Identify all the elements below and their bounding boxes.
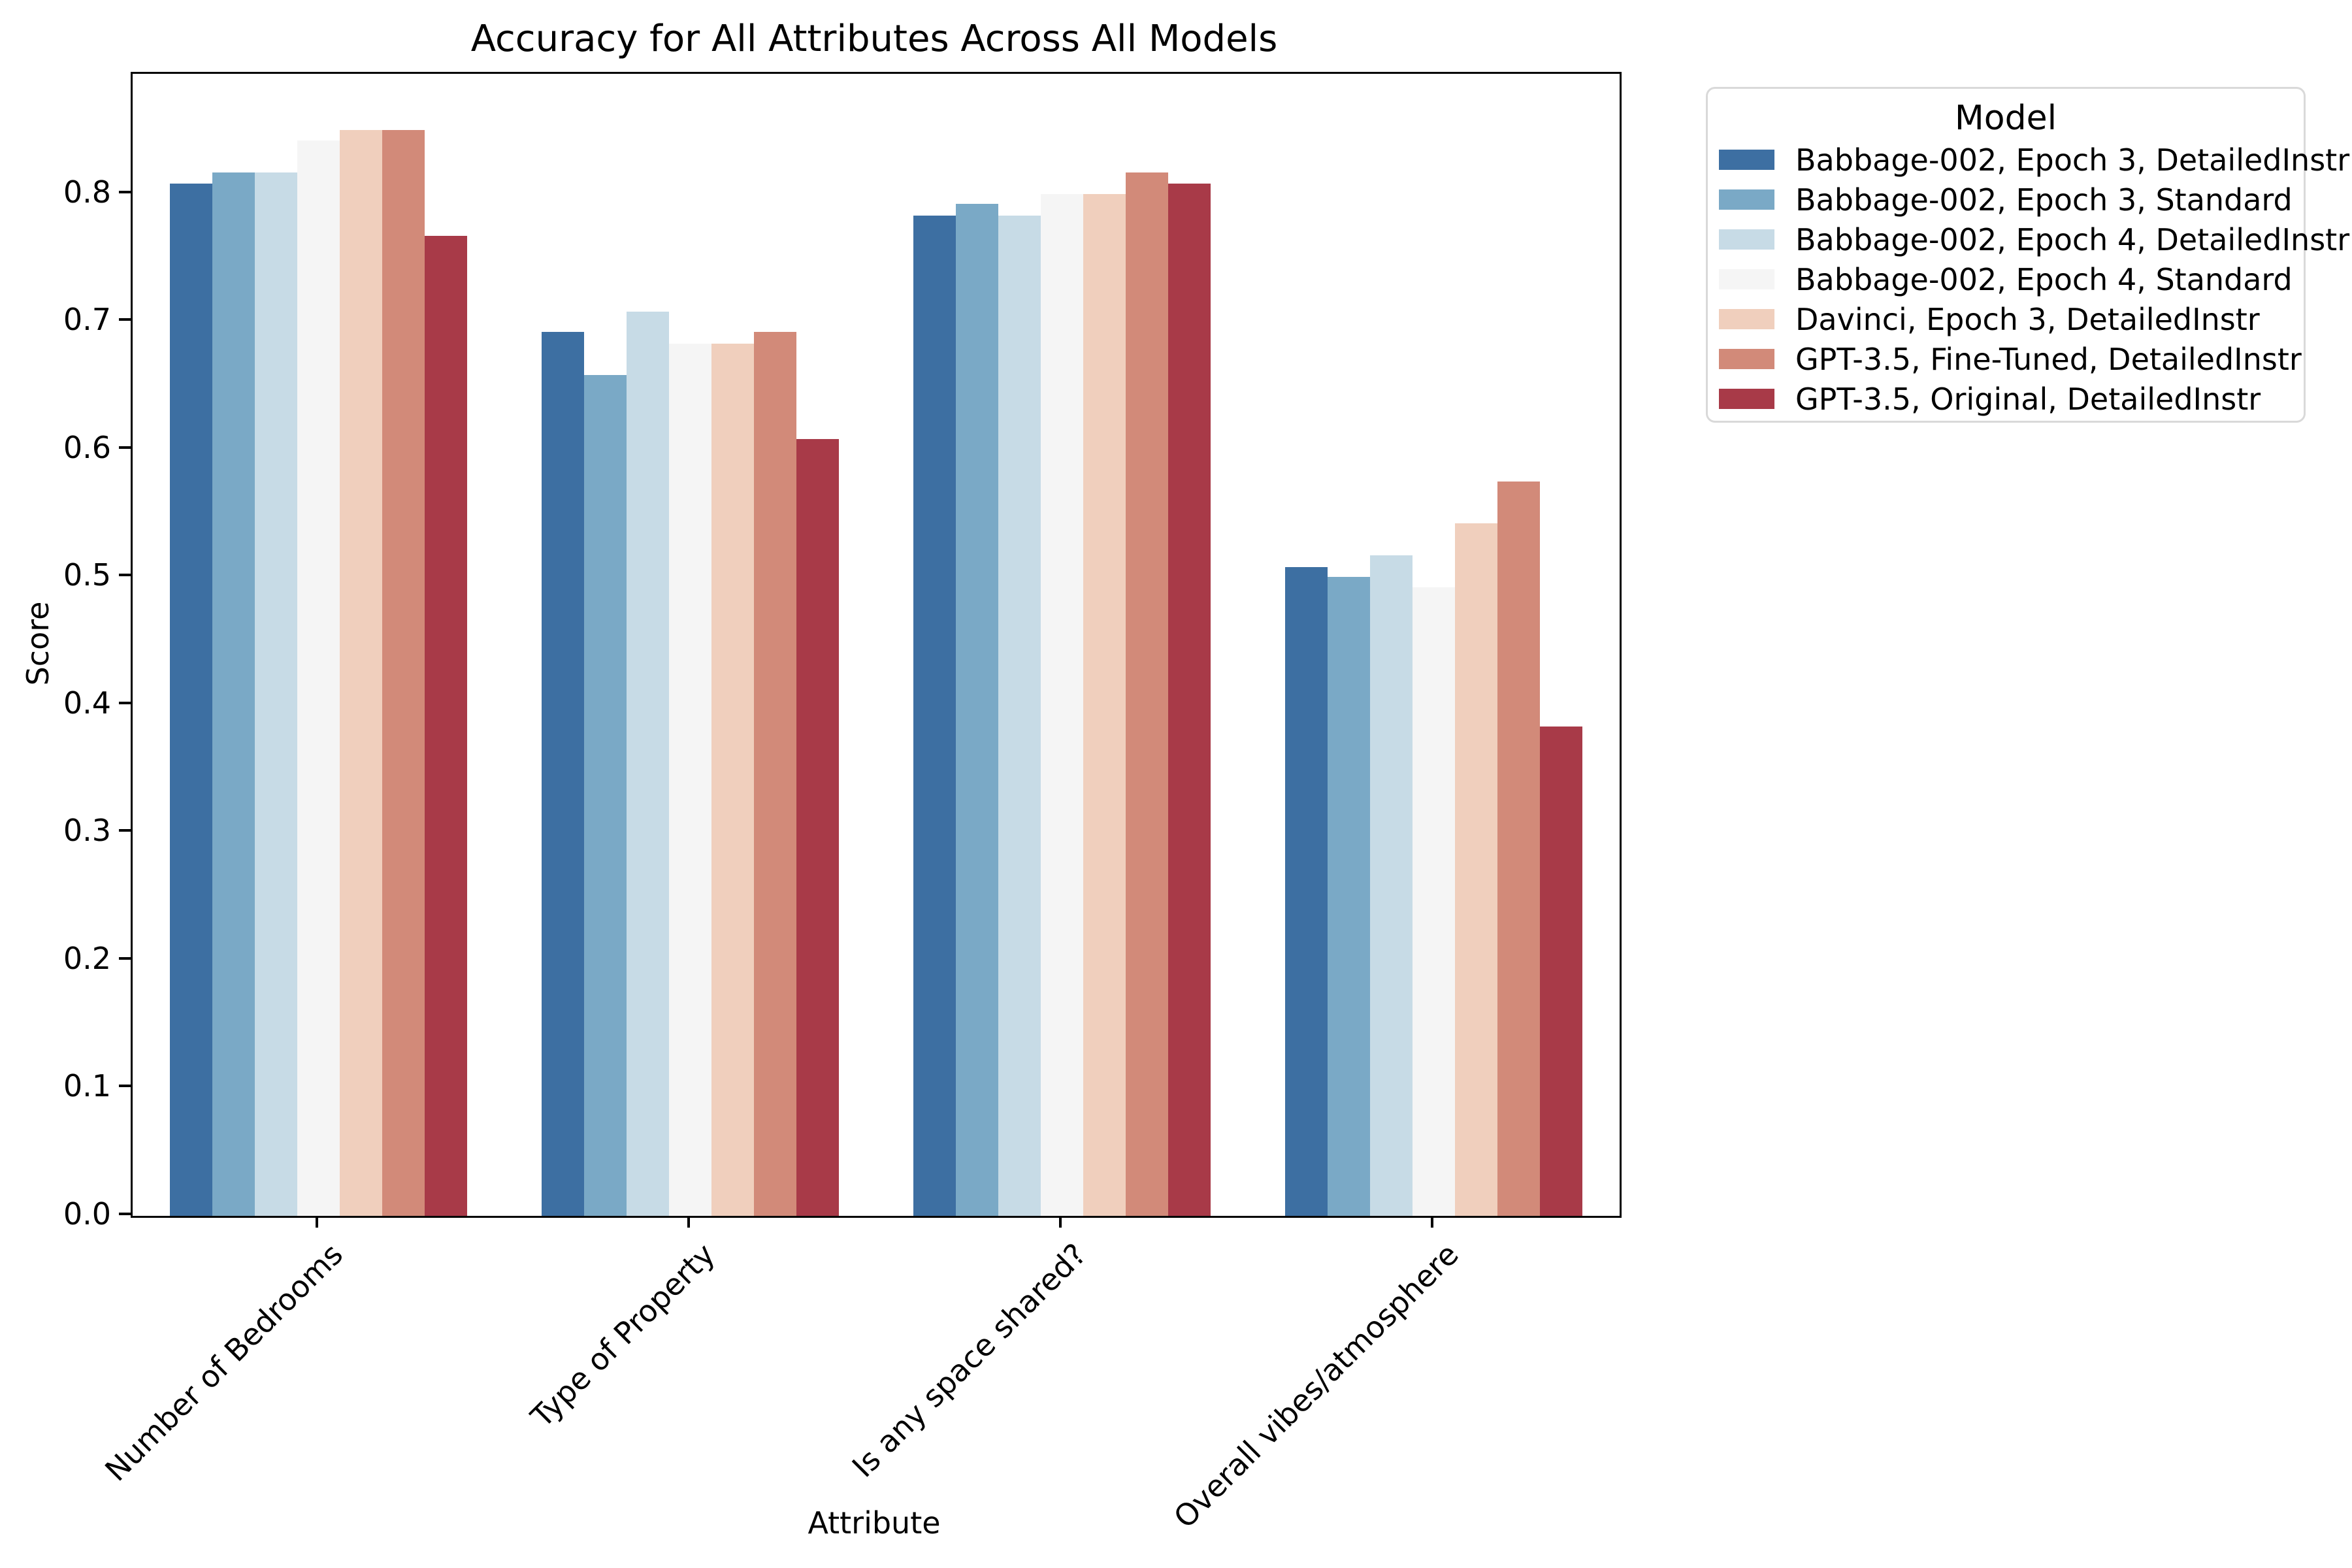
- bar-series-1-group-4: [1284, 566, 1328, 1216]
- bar-series-4-group-3: [1040, 193, 1083, 1216]
- y-tick-mark-0.7: [119, 318, 131, 321]
- bar-series-1-group-3: [913, 216, 956, 1216]
- legend-swatch-7: [1719, 389, 1774, 409]
- legend-label-6: GPT-3.5, Fine-Tuned, DetailedInstr: [1795, 341, 2302, 377]
- bar-series-5-group-4: [1455, 523, 1498, 1216]
- legend-swatch-6: [1719, 349, 1774, 369]
- bar-series-5-group-3: [1083, 193, 1126, 1216]
- legend-row-3: Babbage-002, Epoch 4, DetailedInstr: [1708, 220, 2349, 259]
- y-axis-label: Score: [20, 601, 56, 686]
- x-tick-label-3: Is any space shared?: [845, 1236, 1094, 1484]
- y-tick-label-0.8: 0.8: [63, 174, 111, 210]
- legend-title: Model: [1954, 99, 2057, 138]
- legend-swatch-3: [1719, 229, 1774, 250]
- x-tick-mark-3: [1058, 1216, 1062, 1228]
- x-tick-label-4: Overall vibes/atmosphere: [1166, 1236, 1465, 1535]
- legend-label-3: Babbage-002, Epoch 4, DetailedInstr: [1795, 221, 2350, 257]
- bar-series-3-group-2: [626, 311, 669, 1216]
- y-tick-label-0.6: 0.6: [63, 429, 111, 465]
- x-axis-label: Attribute: [808, 1505, 941, 1541]
- x-tick-mark-1: [315, 1216, 318, 1228]
- y-tick-label-0.1: 0.1: [63, 1068, 111, 1104]
- y-tick-label-0.4: 0.4: [63, 685, 111, 721]
- bar-series-3-group-1: [254, 172, 297, 1216]
- legend-row-6: GPT-3.5, Fine-Tuned, DetailedInstr: [1708, 339, 2304, 379]
- bar-series-7-group-1: [425, 236, 468, 1216]
- y-tick-mark-0.1: [119, 1085, 131, 1088]
- legend-swatch-1: [1719, 150, 1774, 170]
- y-tick-label-0.5: 0.5: [63, 557, 111, 593]
- legend-label-7: GPT-3.5, Original, DetailedInstr: [1795, 381, 2261, 417]
- legend-row-5: Davinci, Epoch 3, DetailedInstr: [1708, 299, 2304, 339]
- plot-area: [131, 72, 1622, 1218]
- y-tick-label-0.7: 0.7: [63, 302, 111, 338]
- legend-label-2: Babbage-002, Epoch 3, Standard: [1795, 182, 2293, 218]
- bar-series-3-group-4: [1369, 555, 1413, 1216]
- legend-swatch-4: [1719, 269, 1774, 289]
- legend-rows: Babbage-002, Epoch 3, DetailedInstr Babba…: [1708, 140, 2349, 419]
- legend-row-2: Babbage-002, Epoch 3, Standard: [1708, 180, 2304, 220]
- bar-series-2-group-4: [1327, 577, 1370, 1216]
- y-tick-label-0.3: 0.3: [63, 813, 111, 849]
- legend-row-7: GPT-3.5, Original, DetailedInstr: [1708, 379, 2304, 419]
- y-tick-mark-0.0: [119, 1213, 131, 1215]
- legend-label-5: Davinci, Epoch 3, DetailedInstr: [1795, 301, 2260, 337]
- bar-series-5-group-2: [711, 343, 755, 1216]
- bar-series-6-group-2: [754, 331, 797, 1216]
- bar-series-1-group-1: [169, 184, 212, 1216]
- x-tick-mark-2: [687, 1216, 690, 1228]
- bar-series-4-group-4: [1412, 587, 1455, 1216]
- x-tick-mark-4: [1430, 1216, 1433, 1228]
- bar-series-2-group-2: [583, 375, 627, 1216]
- x-tick-label-1: Number of Bedrooms: [98, 1236, 350, 1488]
- bar-series-6-group-1: [382, 130, 425, 1216]
- bar-series-1-group-2: [541, 331, 584, 1216]
- bar-series-3-group-3: [998, 216, 1041, 1216]
- legend-swatch-2: [1719, 189, 1774, 210]
- bar-series-4-group-1: [297, 140, 340, 1216]
- y-tick-mark-0.4: [119, 701, 131, 704]
- bar-series-6-group-3: [1126, 172, 1169, 1216]
- legend-row-1: Babbage-002, Epoch 3, DetailedInstr: [1708, 140, 2349, 180]
- y-tick-label-0.0: 0.0: [63, 1196, 111, 1232]
- bar-series-4-group-2: [668, 343, 711, 1216]
- legend: Model Babbage-002, Epoch 3, DetailedInst…: [1706, 87, 2349, 423]
- legend-label-4: Babbage-002, Epoch 4, Standard: [1795, 261, 2293, 297]
- y-tick-mark-0.8: [119, 190, 131, 193]
- x-tick-label-2: Type of Property: [523, 1236, 722, 1435]
- chart-title: Accuracy for All Attributes Across All M…: [470, 18, 1278, 60]
- y-tick-label-0.2: 0.2: [63, 940, 111, 976]
- bar-series-7-group-4: [1540, 727, 1583, 1216]
- bar-series-7-group-3: [1168, 184, 1211, 1216]
- bar-series-5-group-1: [340, 130, 383, 1216]
- bar-series-6-group-4: [1497, 481, 1541, 1216]
- bar-series-2-group-3: [955, 204, 998, 1216]
- y-tick-mark-0.3: [119, 829, 131, 832]
- y-tick-mark-0.6: [119, 446, 131, 449]
- legend-row-4: Babbage-002, Epoch 4, Standard: [1708, 259, 2304, 299]
- y-tick-mark-0.5: [119, 574, 131, 577]
- legend-swatch-5: [1719, 309, 1774, 329]
- y-tick-mark-0.2: [119, 956, 131, 960]
- bar-series-7-group-2: [796, 439, 840, 1216]
- legend-label-1: Babbage-002, Epoch 3, DetailedInstr: [1795, 142, 2350, 178]
- bar-series-2-group-1: [212, 172, 255, 1216]
